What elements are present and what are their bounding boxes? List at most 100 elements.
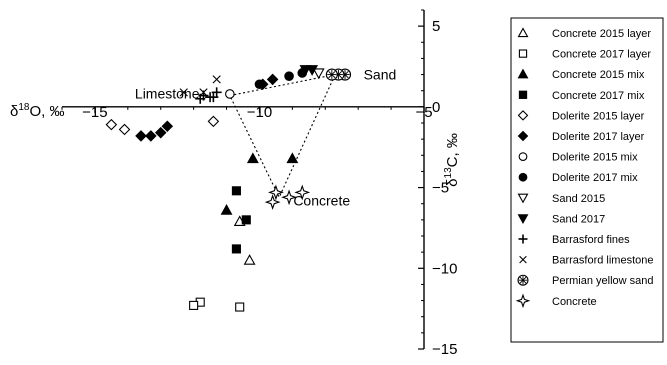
mixing-lines [229, 73, 337, 199]
legend-item: Sand 2015 [517, 193, 605, 205]
y-axis-title-sup: 13 [443, 167, 454, 179]
x-tick-label: −15 [82, 104, 107, 121]
tick-labels: −15 −10 −550−5−10−15 [82, 18, 457, 358]
y-tick-label: −10 [432, 260, 457, 277]
data-point [179, 88, 188, 97]
x-axis-title-sup: 18 [18, 102, 30, 113]
data-point [212, 75, 221, 84]
legend-item: Dolerite 2015 mix [518, 152, 638, 164]
x-axis-title-rest: O, ‰ [29, 103, 64, 120]
x-tick-label: −10 [247, 104, 272, 121]
axes [61, 9, 425, 350]
legend-item: Concrete 2015 mix [517, 68, 645, 81]
legend-marker [518, 152, 528, 161]
y-tick-label: 5 [432, 18, 440, 35]
legend-item: Sand 2017 [517, 213, 605, 225]
legend-item: Dolerite 2015 layer [517, 110, 645, 122]
annotation-label: Concrete [293, 192, 350, 208]
data-point [135, 130, 147, 142]
legend-frame [510, 17, 664, 343]
data-point [118, 123, 131, 136]
legend-label: Sand 2017 [552, 213, 605, 225]
legend-item: Concrete 2017 mix [518, 90, 645, 102]
legend-label: Dolerite 2017 mix [552, 172, 638, 184]
data-point [266, 73, 279, 86]
legend-marker [518, 90, 528, 99]
legend-item: Barrasford fines [518, 234, 630, 246]
legend-item: Barrasford limestone [519, 255, 654, 267]
mixing-triangle [229, 73, 337, 199]
annotations: Limestone Sand Concrete [135, 67, 396, 209]
data-point [254, 79, 265, 90]
data-point [267, 184, 284, 201]
legend-marker [517, 130, 529, 142]
data-point [189, 300, 199, 310]
data-point [286, 152, 299, 164]
legend-marker [517, 110, 529, 121]
data-point [246, 152, 259, 164]
data-point [208, 92, 219, 103]
legend-item: Concrete 2017 layer [518, 49, 651, 61]
data-point [105, 118, 118, 131]
data-point [235, 302, 245, 312]
data-point [154, 126, 167, 139]
x-tick-label: −5 [415, 104, 432, 121]
legend-marker [518, 49, 528, 58]
legend-marker [517, 274, 529, 286]
data-point [325, 68, 338, 81]
legend-label: Concrete 2017 mix [552, 90, 645, 102]
y-axis-title: δ13C, ‰ [443, 133, 461, 187]
legend-item: Dolerite 2017 layer [517, 130, 645, 143]
x-axis-title: δ18O, ‰ [10, 102, 65, 120]
data-point [207, 115, 220, 128]
legend-marker [518, 234, 528, 244]
legend-item: Concrete [515, 293, 597, 309]
data-point [294, 184, 311, 201]
y-axis-title-base: δ [444, 178, 461, 186]
legend-label: Concrete 2015 layer [552, 28, 651, 40]
legend-item: Dolerite 2017 mix [518, 172, 638, 184]
legend-marker [517, 193, 529, 204]
data-point [145, 130, 157, 142]
data-point [264, 194, 281, 211]
y-tick-label: −5 [432, 180, 449, 197]
data-point [231, 186, 241, 196]
data-point [243, 254, 256, 265]
y-axis-title-rest: C, ‰ [444, 133, 461, 167]
legend-label: Barrasford limestone [552, 255, 654, 267]
legend-item: Concrete 2015 layer [517, 27, 651, 40]
legend-label: Permian yellow sand [552, 275, 654, 287]
legend-marker [517, 27, 529, 38]
legend-marker [519, 255, 527, 264]
legend-label: Concrete 2015 mix [552, 69, 645, 81]
data-point [284, 71, 294, 81]
legend-marker [518, 172, 528, 182]
legend: Concrete 2015 layer Concrete 2017 layer Co… [510, 17, 664, 343]
data-point [312, 68, 325, 80]
x-axis-title-base: δ [10, 103, 18, 120]
data-point [281, 189, 298, 206]
legend-marker [517, 214, 529, 225]
data-point [161, 120, 174, 133]
data-point [220, 204, 233, 215]
legend-label: Concrete [552, 296, 597, 308]
data-point [241, 215, 251, 225]
legend-label: Dolerite 2015 mix [552, 152, 638, 164]
legend-label: Sand 2015 [552, 193, 605, 205]
y-tick-label: −15 [432, 341, 457, 358]
data-points [105, 65, 352, 312]
legend-label: Barrasford fines [552, 234, 630, 246]
legend-label: Dolerite 2015 layer [552, 110, 645, 122]
annotation-label: Sand [364, 67, 397, 83]
data-point [199, 88, 208, 97]
legend-item: Permian yellow sand [517, 274, 654, 287]
data-point [225, 89, 235, 99]
legend-label: Concrete 2017 layer [552, 49, 651, 61]
legend-label: Dolerite 2017 layer [552, 131, 645, 143]
legend-marker [517, 68, 529, 79]
legend-marker [515, 293, 531, 309]
data-point [299, 65, 312, 76]
y-tick-label: 0 [432, 99, 440, 116]
data-point [231, 244, 241, 254]
